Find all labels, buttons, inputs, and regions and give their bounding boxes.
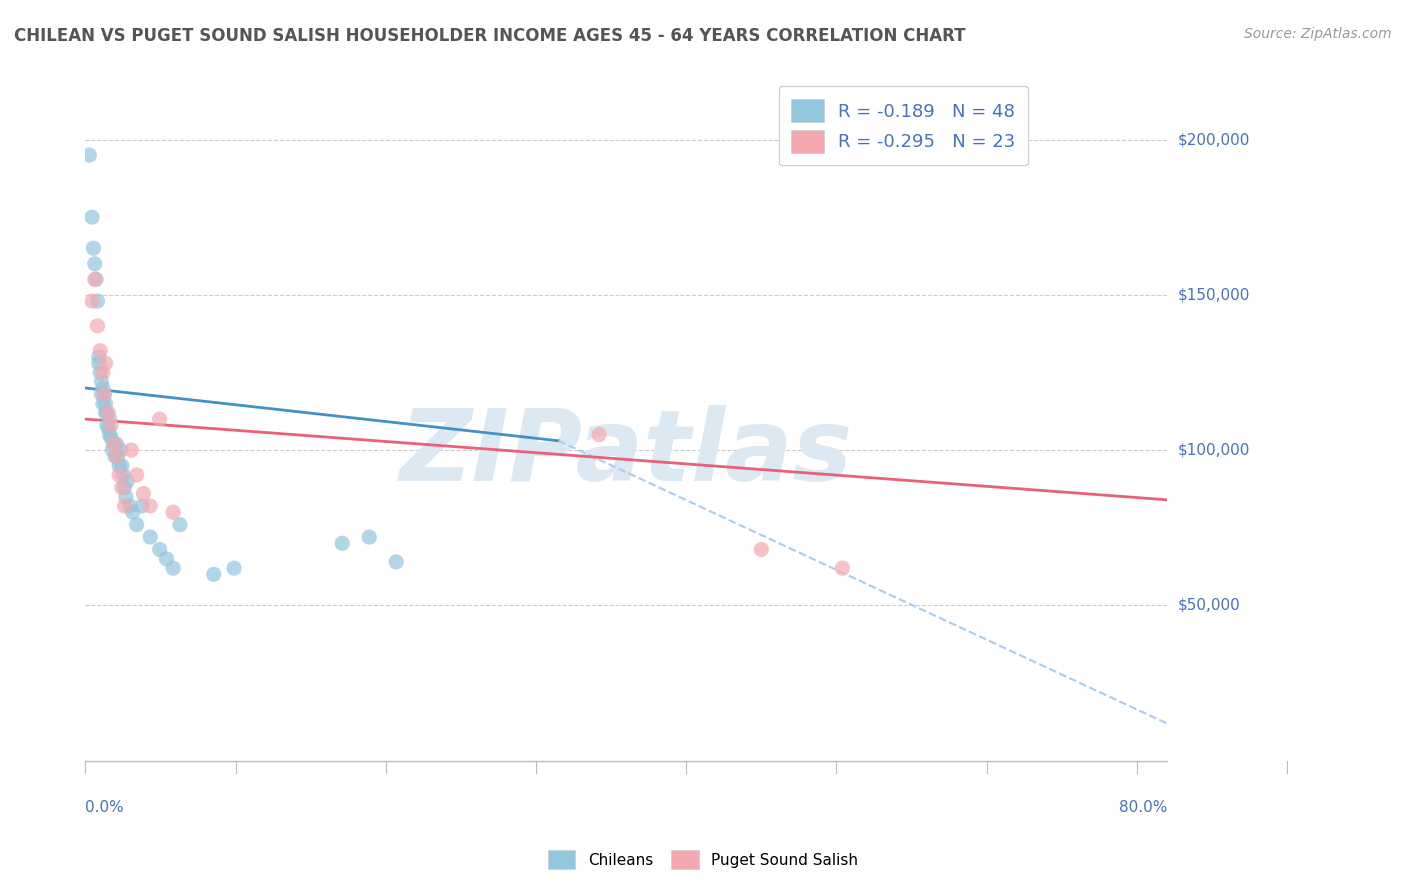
Text: CHILEAN VS PUGET SOUND SALISH HOUSEHOLDER INCOME AGES 45 - 64 YEARS CORRELATION : CHILEAN VS PUGET SOUND SALISH HOUSEHOLDE… [14,27,966,45]
Point [101,443,124,458]
Text: $150,000: $150,000 [1178,287,1250,302]
Point [90,387,112,401]
Point [96,418,118,433]
Point [131,499,153,513]
Text: $100,000: $100,000 [1178,442,1250,458]
Point [98,412,121,426]
Legend: Chileans, Puget Sound Salish: Chileans, Puget Sound Salish [541,844,865,875]
Point [105,450,128,464]
Point [110,443,132,458]
Point [83,257,105,271]
Point [93,387,115,401]
Point [139,530,162,544]
Point [97,406,120,420]
Point [222,561,245,575]
Point [91,381,114,395]
Point [169,517,191,532]
Point [111,480,134,494]
Point [86,293,108,308]
Point [91,396,114,410]
Point [87,350,110,364]
Point [121,505,143,519]
Point [86,318,108,333]
Point [749,542,772,557]
Point [125,467,148,482]
Point [155,551,177,566]
Point [132,486,155,500]
Point [96,406,118,420]
Text: ZIPatlas: ZIPatlas [399,405,852,501]
Text: 80.0%: 80.0% [1119,799,1167,814]
Point [162,561,184,575]
Point [118,499,141,513]
Point [100,431,122,445]
Point [111,458,134,473]
Point [149,412,172,426]
Point [79,148,101,162]
Point [385,555,408,569]
Point [115,474,138,488]
Point [139,499,162,513]
Point [162,505,184,519]
Point [97,421,120,435]
Point [94,396,117,410]
Text: $50,000: $50,000 [1178,598,1240,613]
Point [120,443,142,458]
Text: Source: ZipAtlas.com: Source: ZipAtlas.com [1244,27,1392,41]
Point [100,418,122,433]
Point [202,567,225,582]
Point [115,490,138,504]
Point [87,356,110,370]
Text: 0.0%: 0.0% [86,799,124,814]
Point [94,406,117,420]
Point [359,530,381,544]
Point [82,241,104,255]
Point [93,387,115,401]
Point [83,272,105,286]
Point [107,450,129,464]
Point [105,437,128,451]
Point [103,437,125,451]
Point [91,366,114,380]
Point [112,467,135,482]
Point [94,356,117,370]
Point [104,450,127,464]
Point [149,542,172,557]
Point [114,480,136,494]
Legend: R = -0.189   N = 48, R = -0.295   N = 23: R = -0.189 N = 48, R = -0.295 N = 23 [779,87,1028,165]
Point [89,343,111,358]
Point [103,437,125,451]
Point [831,561,853,575]
Point [125,517,148,532]
Point [89,366,111,380]
Text: $200,000: $200,000 [1178,132,1250,147]
Point [108,467,131,482]
Point [114,499,136,513]
Point [98,427,121,442]
Point [90,375,112,389]
Point [108,458,131,473]
Point [330,536,353,550]
Point [84,272,107,286]
Point [80,210,103,224]
Point [80,293,103,308]
Point [588,427,610,442]
